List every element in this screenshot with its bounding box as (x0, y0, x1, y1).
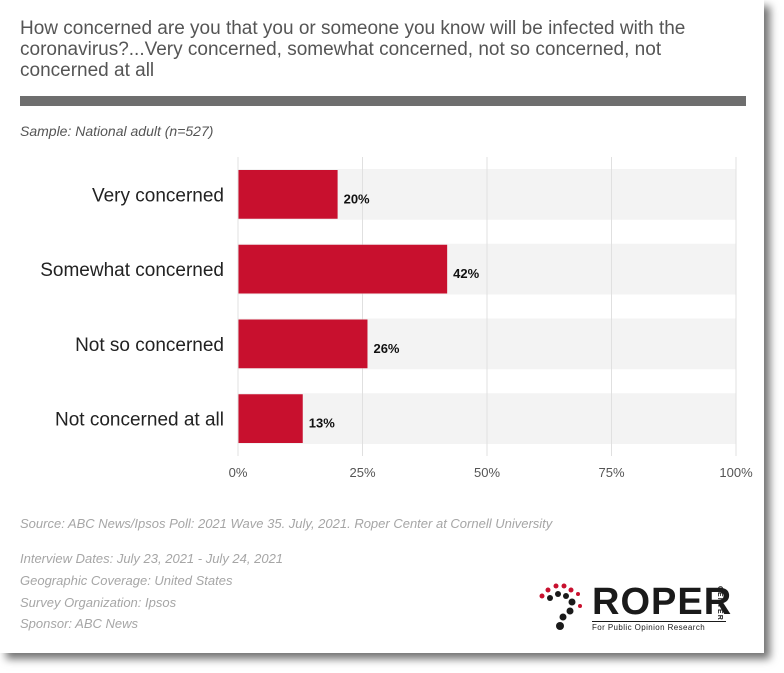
chart-card: How concerned are you that you or someon… (20, 18, 754, 632)
source-citation: Source: ABC News/Ipsos Poll: 2021 Wave 3… (20, 516, 553, 531)
category-label: Somewhat concerned (40, 260, 224, 281)
x-tick-label: 0% (229, 465, 248, 480)
chart-title: How concerned are you that you or someon… (20, 18, 686, 81)
bar (238, 394, 303, 443)
x-tick-label: 25% (349, 465, 375, 480)
geographic-coverage: Geographic Coverage: United States (20, 573, 233, 588)
bar (238, 319, 368, 369)
category-label: Not concerned at all (55, 410, 224, 431)
bar (238, 170, 338, 219)
logo-rule (592, 621, 726, 622)
roper-logo-mark-icon (539, 583, 582, 630)
category-label: Very concerned (92, 185, 224, 206)
value-label: 42% (453, 266, 479, 281)
x-tick-label: 75% (598, 465, 624, 480)
x-tick-label: 50% (474, 465, 500, 480)
bar-chart: 0% 25% 50% 75% 100% Very concerned 20% Somewhat… (40, 157, 753, 480)
logo-tagline: For Public Opinion Research (592, 623, 706, 632)
x-tick-label: 100% (719, 465, 753, 480)
title-divider (20, 96, 746, 106)
logo-center-text: CENTER (716, 586, 723, 621)
value-label: 26% (373, 341, 399, 356)
sample-note: Sample: National adult (n=527) (20, 123, 214, 139)
value-label: 20% (344, 191, 370, 206)
sponsor: Sponsor: ABC News (20, 616, 139, 631)
logo-wordmark: ROPER (592, 581, 733, 623)
bar (238, 244, 448, 294)
category-label: Not so concerned (75, 335, 224, 356)
interview-dates: Interview Dates: July 23, 2021 - July 24… (20, 551, 284, 566)
value-label: 13% (309, 416, 335, 431)
survey-organization: Survey Organization: Ipsos (20, 595, 177, 610)
